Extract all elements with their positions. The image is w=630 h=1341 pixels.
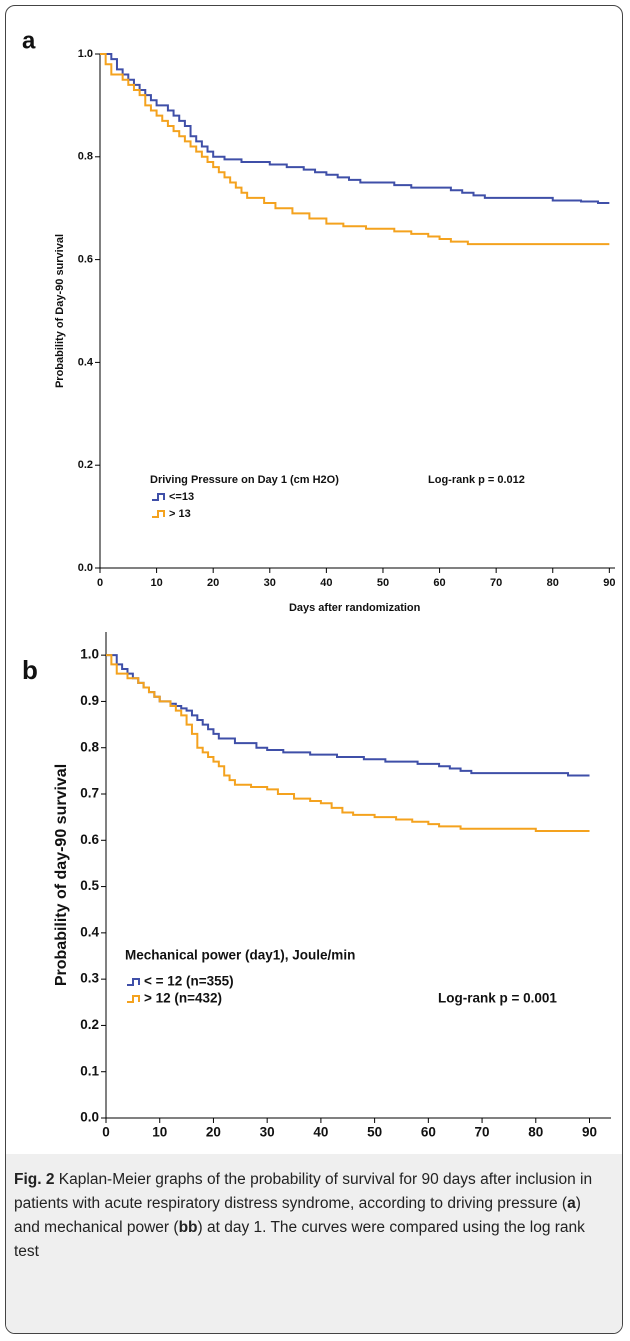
caption-text: ) and mechanical power ( [14, 1195, 581, 1236]
survival-curve [106, 654, 590, 833]
y-axis-label: Probability of Day-90 survival [54, 234, 66, 388]
x-tick-label: 50 [377, 577, 389, 589]
y-tick-label: 0.1 [80, 1063, 99, 1078]
caption-bg [6, 1154, 622, 1333]
caption-text: Kaplan-Meier graphs of the probability o… [14, 1171, 593, 1212]
y-tick-label: 0.4 [78, 356, 94, 368]
x-tick-label: 60 [421, 1125, 436, 1140]
annotation: Log-rank p = 0.012 [428, 474, 525, 486]
x-tick-label: 40 [313, 1125, 328, 1140]
legend-swatch [127, 995, 140, 1003]
y-tick-label: 0.2 [78, 459, 93, 471]
survival-curve [100, 53, 610, 205]
caption-label: Fig. 2 [14, 1171, 55, 1188]
x-tick-label: 30 [260, 1125, 275, 1140]
x-tick-label: 80 [528, 1125, 543, 1140]
x-tick-label: 10 [150, 577, 162, 589]
y-tick-label: 0.7 [80, 786, 99, 801]
caption-text: a [567, 1195, 576, 1212]
legend-label: > 13 [169, 508, 191, 520]
x-tick-label: 60 [433, 577, 445, 589]
legend-label: > 12 (n=432) [144, 991, 222, 1006]
annotation: Log-rank p = 0.001 [438, 991, 557, 1006]
y-tick-label: 0.0 [78, 562, 93, 574]
caption-text: ) at day 1. The curves were compared usi… [14, 1219, 585, 1260]
y-tick-label: 0.6 [78, 254, 93, 266]
panel-label: b [22, 655, 38, 685]
figure-frame [5, 5, 623, 1334]
x-tick-label: 90 [582, 1125, 597, 1140]
x-tick-label: 20 [206, 1125, 221, 1140]
legend-swatch [152, 493, 165, 501]
x-tick-label: 0 [97, 577, 103, 589]
y-tick-label: 0.5 [80, 878, 99, 893]
y-tick-label: 0.2 [80, 1017, 99, 1032]
y-tick-label: 0.8 [78, 151, 93, 163]
x-tick-label: 80 [547, 577, 559, 589]
x-tick-label: 50 [367, 1125, 382, 1140]
x-tick-label: 40 [320, 577, 332, 589]
x-tick-label: 20 [207, 577, 219, 589]
y-tick-label: 0.8 [80, 739, 99, 754]
survival-curve [100, 53, 610, 246]
legend-swatch [152, 510, 165, 518]
y-axis-label: Probability of day-90 survival [53, 764, 70, 986]
y-tick-label: 0.0 [80, 1110, 99, 1125]
x-tick-label: 10 [152, 1125, 167, 1140]
y-tick-label: 1.0 [80, 647, 99, 662]
figure: a 0.0 0.2 0.4 0.6 0.8 1.0 0 10 20 30 40 50 60 70 80 90 Pr… [22, 27, 615, 1140]
legend-title: Mechanical power (day1), Joule/min [125, 948, 355, 963]
y-tick-label: 0.9 [80, 693, 99, 708]
y-tick-label: 0.3 [80, 971, 99, 986]
x-tick-label: 90 [603, 577, 615, 589]
survival-curve [106, 654, 590, 777]
x-tick-label: 70 [490, 577, 502, 589]
caption: Fig. 2 Kaplan-Meier graphs of the probab… [14, 1168, 610, 1264]
y-tick-label: 0.6 [80, 832, 99, 847]
caption-text: bb [178, 1219, 198, 1236]
legend-swatch [127, 978, 140, 986]
x-tick-label: 0 [102, 1125, 110, 1140]
x-axis-label: Days after randomization [289, 602, 421, 614]
legend-label: <=13 [169, 491, 194, 503]
x-tick-label: 30 [264, 577, 276, 589]
y-tick-label: 1.0 [78, 48, 93, 60]
legend-label: < = 12 (n=355) [144, 974, 234, 989]
x-tick-label: 70 [475, 1125, 490, 1140]
y-tick-label: 0.4 [80, 924, 99, 939]
legend-title: Driving Pressure on Day 1 (cm H2O) [150, 474, 339, 486]
panel-label: a [22, 27, 36, 54]
